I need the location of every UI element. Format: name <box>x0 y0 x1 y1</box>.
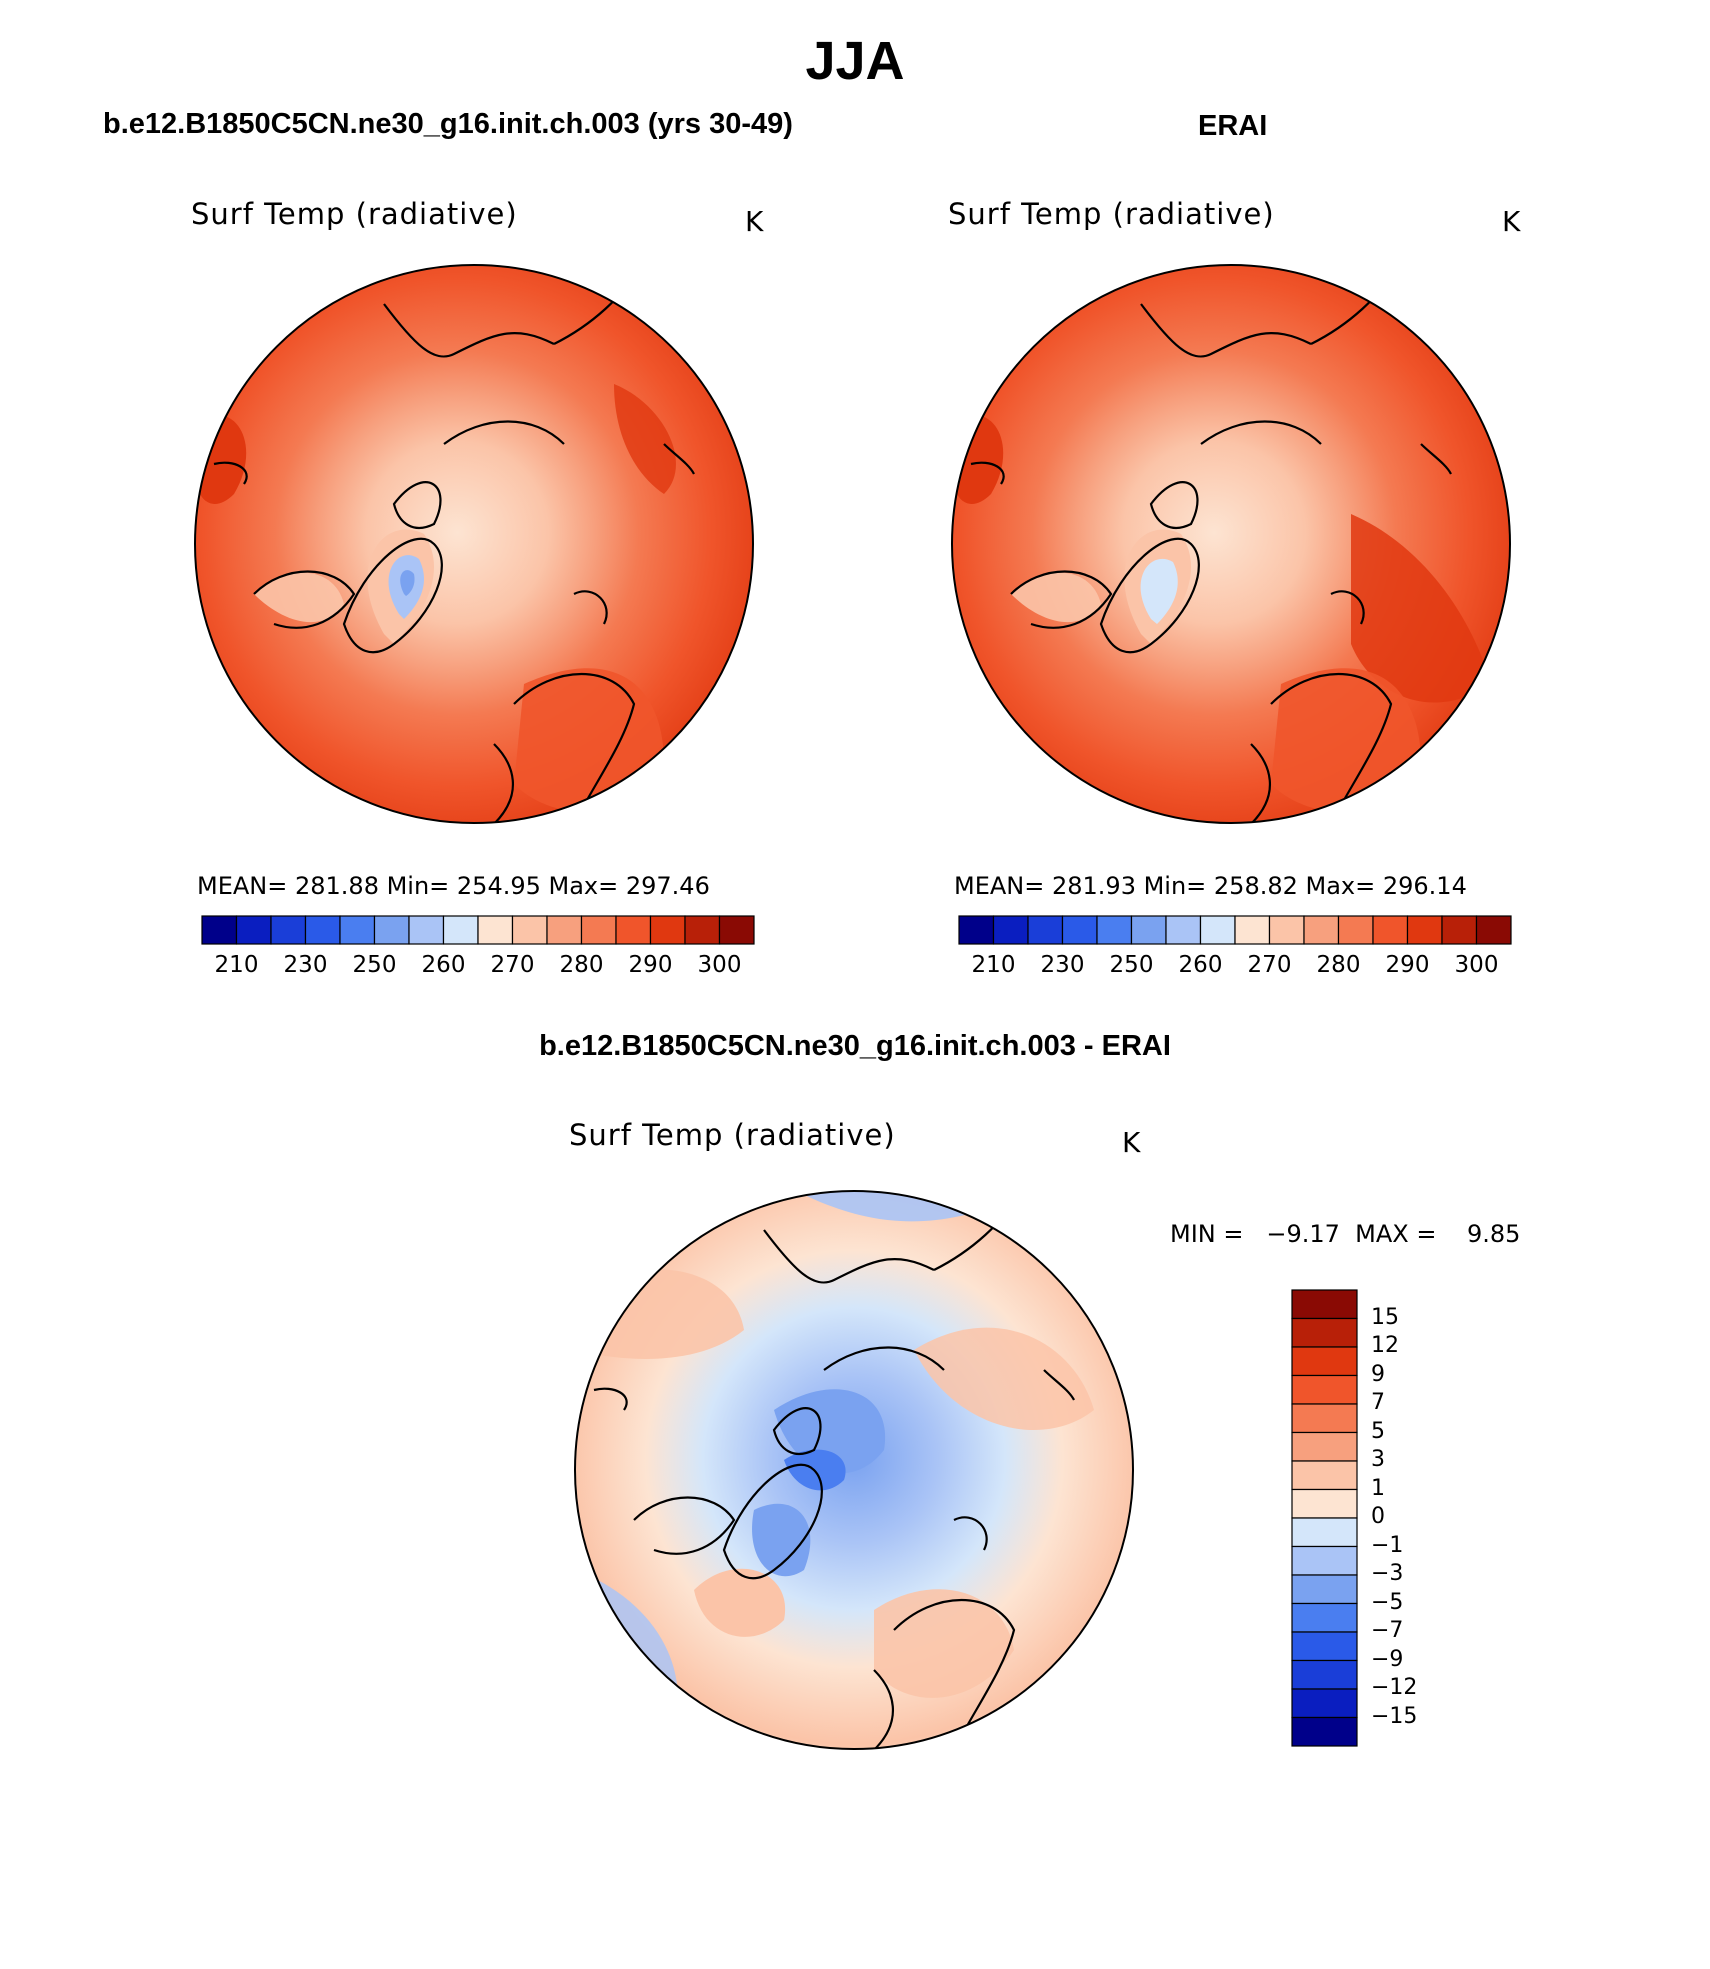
colorbar-erai-tick-label: 270 <box>1247 952 1292 978</box>
variable-label-difference: Surf Temp (radiative) <box>569 1118 896 1152</box>
colorbar-model-tick-label: 300 <box>697 952 742 978</box>
colorbar-model-swatch <box>235 915 272 945</box>
colorbar-difference-tick-label: 1 <box>1371 1475 1385 1501</box>
colorbar-model-swatch <box>373 915 410 945</box>
colorbar-model-tick-label: 280 <box>559 952 604 978</box>
colorbar-model-swatch <box>270 915 307 945</box>
colorbar-difference-swatch <box>1291 1403 1358 1434</box>
colorbar-difference-swatch <box>1291 1545 1358 1576</box>
colorbar-difference-swatch <box>1291 1431 1358 1462</box>
colorbar-difference-swatch <box>1291 1688 1358 1719</box>
colorbar-difference-swatch <box>1291 1460 1358 1491</box>
colorbar-difference-swatch <box>1291 1659 1358 1690</box>
colorbar-model <box>201 915 755 945</box>
colorbar-model-swatch <box>304 915 341 945</box>
colorbar-erai-swatch <box>1406 915 1443 945</box>
colorbar-difference-tick-label: 5 <box>1371 1418 1385 1444</box>
colorbar-model-swatch <box>408 915 445 945</box>
stats-difference: MIN = −9.17 MAX = 9.85 <box>1170 1220 1521 1248</box>
colorbar-difference-tick-label: 0 <box>1371 1504 1385 1529</box>
colorbar-erai-tick-label: 280 <box>1316 952 1361 978</box>
colorbar-erai-swatch <box>1234 915 1271 945</box>
polar-map-difference <box>574 1190 1134 1750</box>
colorbar-erai-swatch <box>1337 915 1374 945</box>
colorbar-difference-swatch <box>1291 1317 1358 1348</box>
colorbar-difference-swatch <box>1291 1517 1358 1548</box>
colorbar-erai-tick-label: 260 <box>1178 952 1223 978</box>
colorbar-model-tick-label: 230 <box>283 952 328 978</box>
panel-title-difference: b.e12.B1850C5CN.ne30_g16.init.ch.003 - E… <box>539 1030 1171 1062</box>
colorbar-erai-swatch <box>992 915 1029 945</box>
colorbar-erai-swatch <box>1268 915 1305 945</box>
colorbar-difference-tick-label: −15 <box>1371 1703 1418 1729</box>
colorbar-model-swatch <box>339 915 376 945</box>
colorbar-difference-swatch <box>1291 1488 1358 1519</box>
colorbar-difference-swatch <box>1291 1631 1358 1662</box>
colorbar-erai-swatch <box>1303 915 1340 945</box>
polar-map-model <box>194 264 754 824</box>
colorbar-model-swatch <box>684 915 721 945</box>
stats-model: MEAN= 281.88 Min= 254.95 Max= 297.46 <box>197 872 710 900</box>
figure-title: JJA <box>805 31 905 91</box>
colorbar-difference-swatch <box>1291 1602 1358 1633</box>
colorbar-model-swatch <box>511 915 548 945</box>
colorbar-difference-swatch <box>1291 1574 1358 1605</box>
polar-map-erai <box>951 264 1511 824</box>
colorbar-difference-tick-label: −9 <box>1371 1646 1404 1672</box>
colorbar-erai-tick-label: 290 <box>1385 952 1430 978</box>
stats-erai: MEAN= 281.93 Min= 258.82 Max= 296.14 <box>954 872 1467 900</box>
panel-title-erai: ERAI <box>1198 110 1268 142</box>
colorbar-erai-swatch <box>1027 915 1064 945</box>
colorbar-erai-swatch <box>1061 915 1098 945</box>
colorbar-erai-swatch <box>1475 915 1512 945</box>
colorbar-difference-tick-label: 15 <box>1371 1304 1399 1330</box>
colorbar-erai-swatch <box>1165 915 1202 945</box>
colorbar-model-swatch <box>649 915 686 945</box>
colorbar-erai-swatch <box>1372 915 1409 945</box>
colorbar-model-tick-label: 250 <box>352 952 397 978</box>
colorbar-model-tick-label: 210 <box>214 952 259 978</box>
colorbar-model-tick-label: 260 <box>421 952 466 978</box>
colorbar-difference-tick-label: −7 <box>1371 1618 1404 1643</box>
units-label-erai: K <box>1502 205 1521 238</box>
colorbar-model-swatch <box>580 915 617 945</box>
colorbar-model-swatch <box>477 915 514 945</box>
colorbar-difference-tick-label: 9 <box>1371 1361 1385 1387</box>
colorbar-difference-tick-label: −3 <box>1371 1561 1404 1586</box>
colorbar-model-swatch <box>718 915 755 945</box>
colorbar-difference-swatch <box>1291 1346 1358 1377</box>
colorbar-difference-swatch <box>1291 1374 1358 1405</box>
colorbar-erai-swatch <box>1441 915 1478 945</box>
colorbar-model-swatch <box>615 915 652 945</box>
colorbar-difference-tick-label: 3 <box>1371 1447 1385 1472</box>
colorbar-difference <box>1291 1289 1358 1747</box>
colorbar-erai <box>958 915 1512 945</box>
colorbar-difference-tick-label: 12 <box>1371 1333 1399 1358</box>
colorbar-difference-swatch <box>1291 1716 1358 1747</box>
colorbar-difference-tick-label: −12 <box>1371 1675 1418 1700</box>
colorbar-erai-swatch <box>1130 915 1167 945</box>
colorbar-erai-swatch <box>958 915 995 945</box>
colorbar-difference-tick-label: −1 <box>1371 1532 1404 1558</box>
colorbar-difference-tick-label: −5 <box>1371 1589 1404 1615</box>
variable-label-erai: Surf Temp (radiative) <box>948 197 1275 231</box>
panel-title-model: b.e12.B1850C5CN.ne30_g16.init.ch.003 (yr… <box>103 108 793 140</box>
units-label-model: K <box>745 205 764 238</box>
colorbar-erai-tick-label: 210 <box>971 952 1016 978</box>
colorbar-model-tick-label: 270 <box>490 952 535 978</box>
colorbar-erai-swatch <box>1096 915 1133 945</box>
units-label-difference: K <box>1122 1126 1141 1159</box>
colorbar-erai-swatch <box>1199 915 1236 945</box>
colorbar-model-swatch <box>442 915 479 945</box>
colorbar-erai-tick-label: 250 <box>1109 952 1154 978</box>
variable-label-model: Surf Temp (radiative) <box>191 197 518 231</box>
colorbar-model-swatch <box>201 915 238 945</box>
colorbar-model-swatch <box>546 915 583 945</box>
colorbar-difference-tick-label: 7 <box>1371 1390 1385 1415</box>
colorbar-model-tick-label: 290 <box>628 952 673 978</box>
colorbar-erai-tick-label: 230 <box>1040 952 1085 978</box>
colorbar-difference-swatch <box>1291 1289 1358 1320</box>
colorbar-erai-tick-label: 300 <box>1454 952 1499 978</box>
